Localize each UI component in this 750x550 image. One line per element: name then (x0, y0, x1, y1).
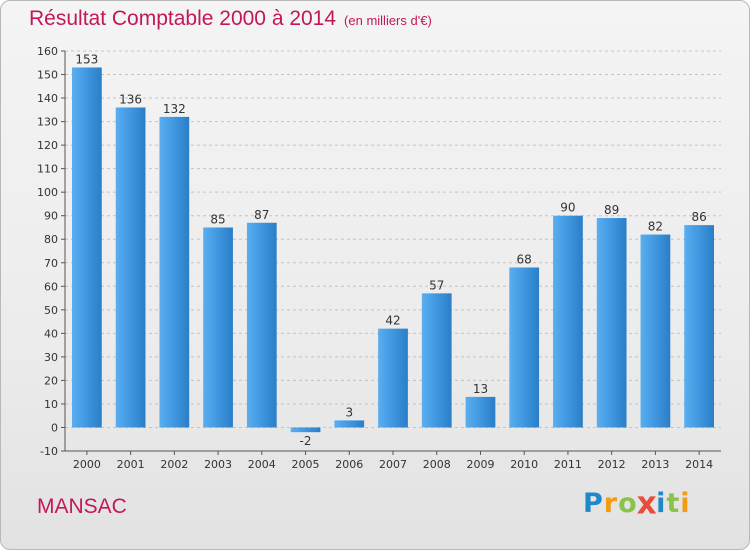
data-label-2002: 132 (163, 102, 186, 116)
x-tick-label: 2001 (117, 458, 145, 471)
y-tick-label: 30 (44, 351, 58, 364)
logo-letter: i (680, 488, 691, 519)
x-tick-label: 2002 (160, 458, 188, 471)
x-tick-label: 2011 (554, 458, 582, 471)
y-tick-label: 140 (37, 92, 58, 105)
x-tick-label: 2010 (510, 458, 538, 471)
y-tick-label: 80 (44, 233, 58, 246)
y-tick-label: 130 (37, 116, 58, 129)
data-labels: 153 136 132 85 87 -2 3 42 57 13 68 90 89 82 86 (75, 52, 706, 448)
chart-title-text: Résultat Comptable 2000 à 2014 (29, 7, 337, 30)
logo-letter: i (656, 488, 667, 519)
y-tick-label: 60 (44, 280, 58, 293)
y-tick-label: 70 (44, 257, 58, 270)
data-label-2011: 90 (560, 201, 575, 215)
x-tick-label: 2007 (379, 458, 407, 471)
bar-2002 (159, 116, 190, 428)
y-tick-label: 110 (37, 163, 58, 176)
data-label-2001: 136 (119, 92, 142, 106)
bar-2000 (71, 67, 102, 428)
y-tick-label: 20 (44, 374, 58, 387)
x-tick-label: 2003 (204, 458, 232, 471)
y-tick-label: 100 (37, 186, 58, 199)
data-label-2012: 89 (604, 203, 619, 217)
x-tick-label: 2004 (248, 458, 276, 471)
y-tick-label: -10 (40, 445, 58, 458)
data-label-2008: 57 (429, 278, 444, 292)
bar-2011 (553, 215, 583, 428)
y-tick-label: 0 (51, 421, 58, 434)
bar-2012 (596, 218, 627, 428)
x-tick-label: 2000 (73, 458, 101, 471)
proxiti-logo: Proxiti (583, 485, 691, 522)
logo-letter: P (583, 488, 604, 519)
data-label-2009: 13 (473, 382, 488, 396)
y-tick-label: 50 (44, 304, 58, 317)
axes: -10 0 10 20 30 40 50 60 70 80 90 100 110 120 130 140 150… (37, 45, 721, 471)
data-label-2010: 68 (517, 252, 532, 266)
x-tick-label: 2014 (685, 458, 713, 471)
data-label-2003: 85 (210, 212, 225, 226)
bar-2006 (334, 420, 365, 428)
x-tick-label: 2013 (641, 458, 669, 471)
bar-2014 (684, 225, 715, 428)
bar-2010 (509, 267, 540, 428)
logo-letter: t (666, 488, 681, 519)
logo-letter: x (636, 485, 658, 522)
y-tick-label: 160 (37, 45, 58, 58)
data-label-2005: -2 (300, 434, 312, 448)
bars (71, 67, 715, 433)
bar-2001 (115, 107, 146, 428)
bar-2009 (465, 396, 496, 428)
y-tick-label: 10 (44, 398, 58, 411)
data-label-2000: 153 (75, 52, 98, 66)
bar-2013 (640, 234, 671, 428)
data-label-2007: 42 (385, 314, 400, 328)
y-tick-label: 150 (37, 69, 58, 82)
x-tick-label: 2009 (466, 458, 494, 471)
x-tick-label: 2006 (335, 458, 363, 471)
bar-2004 (246, 222, 277, 428)
chart-subtitle: (en milliers d'€) (344, 13, 432, 28)
bar-2007 (378, 328, 408, 428)
logo-letter: r (603, 488, 619, 519)
bar-2005 (290, 427, 321, 433)
chart-title: Résultat Comptable 2000 à 2014 (en millie… (29, 7, 432, 31)
y-tick-label: 120 (37, 139, 58, 152)
y-tick-label: 40 (44, 327, 58, 340)
data-label-2004: 87 (254, 208, 269, 222)
data-label-2013: 82 (648, 220, 663, 234)
x-tick-label: 2005 (292, 458, 320, 471)
data-label-2014: 86 (691, 210, 706, 224)
data-label-2006: 3 (345, 405, 353, 419)
place-name: MANSAC (37, 495, 127, 518)
logo-letter: o (618, 488, 638, 519)
x-tick-label: 2012 (598, 458, 626, 471)
bar-2008 (421, 293, 452, 428)
x-tick-label: 2008 (423, 458, 451, 471)
y-tick-label: 90 (44, 210, 58, 223)
bar-2003 (203, 227, 233, 428)
